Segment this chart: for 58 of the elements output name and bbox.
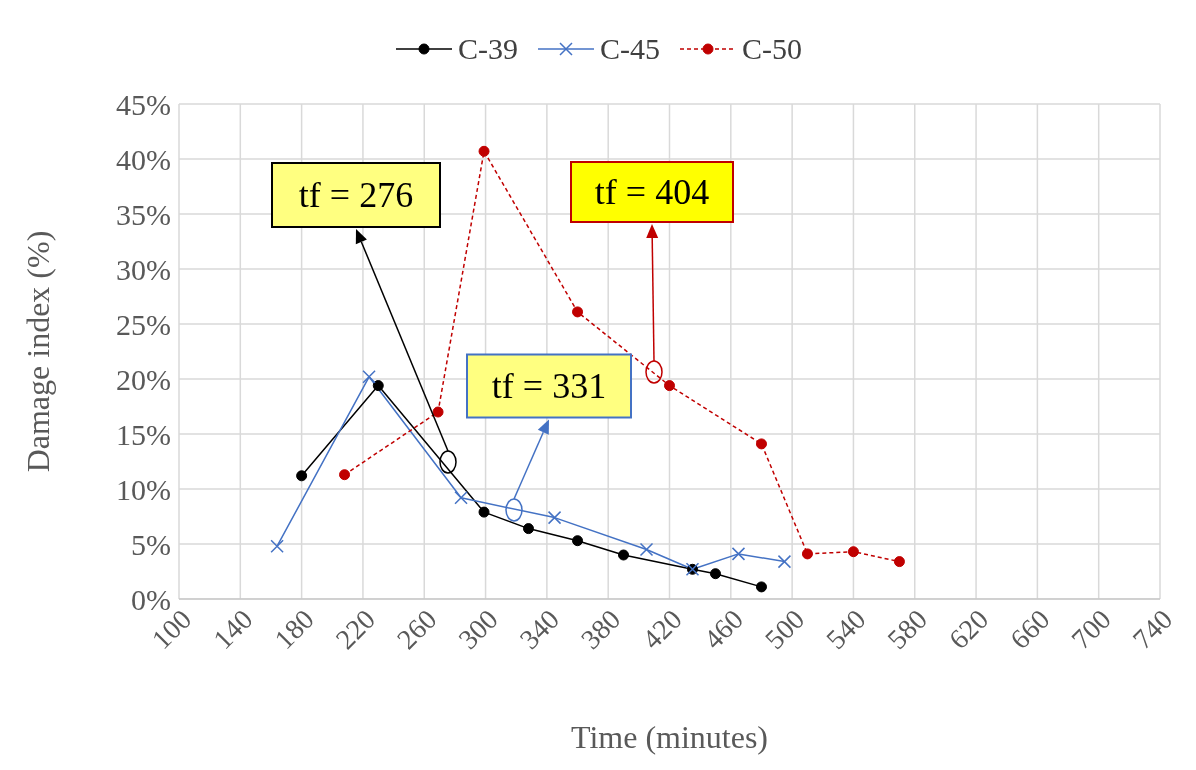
legend-label: C-39 — [458, 32, 518, 66]
x-tick-label: 540 — [820, 603, 872, 655]
y-tick-label: 45% — [116, 87, 171, 121]
annotation: tf = 331 — [491, 366, 607, 406]
annotation: tf = 276 — [298, 175, 414, 215]
y-tick-label: 0% — [131, 582, 171, 616]
point — [547, 510, 562, 525]
point — [618, 549, 630, 561]
x-tick-label: 300 — [452, 603, 504, 655]
x-tick-label: 660 — [1004, 603, 1056, 655]
point — [432, 406, 444, 418]
x-tick-label: 420 — [636, 603, 688, 655]
y-tick-label: 10% — [116, 472, 171, 506]
point — [572, 306, 584, 318]
y-tick-label: 20% — [116, 362, 171, 396]
point — [572, 535, 584, 547]
x-tick-label: 260 — [390, 603, 443, 655]
point — [709, 568, 721, 580]
y-tick-label: 35% — [116, 197, 171, 231]
x-tick-label: 620 — [942, 603, 995, 655]
point — [296, 470, 308, 482]
x-tick-label: 380 — [574, 603, 627, 655]
y-axis-title: Damage index (%) — [20, 230, 57, 473]
point — [664, 380, 675, 392]
point — [372, 380, 384, 392]
point — [478, 506, 490, 518]
point — [777, 554, 792, 569]
point — [755, 581, 767, 593]
point — [522, 523, 534, 535]
legend-label: C-50 — [742, 32, 802, 66]
point — [454, 491, 468, 505]
point — [847, 546, 859, 558]
y-tick-label: 40% — [116, 142, 171, 176]
point — [362, 370, 376, 384]
y-tick-label: 30% — [116, 252, 171, 286]
x-tick-label: 580 — [881, 603, 934, 655]
x-axis-title: Time (minutes) — [570, 719, 769, 755]
x-tick-label: 700 — [1065, 603, 1117, 655]
annotation: tf = 404 — [594, 172, 710, 212]
point — [478, 145, 490, 157]
point — [339, 469, 351, 481]
legend-label: C-45 — [600, 32, 660, 66]
point — [639, 542, 654, 557]
x-tick-label: 460 — [697, 603, 750, 655]
x-tick-label: 180 — [268, 603, 320, 655]
x-tick-label: 340 — [513, 603, 566, 655]
point — [801, 548, 813, 560]
point — [893, 556, 905, 568]
point — [270, 539, 284, 553]
point — [731, 547, 746, 561]
y-tick-label: 15% — [116, 417, 171, 451]
x-tick-label: 500 — [758, 603, 811, 655]
x-tick-label: 140 — [206, 603, 259, 655]
point — [755, 438, 767, 450]
x-tick-label: 740 — [1126, 603, 1179, 655]
y-tick-label: 25% — [116, 307, 171, 341]
x-tick-label: 220 — [329, 603, 382, 655]
y-tick-label: 5% — [131, 527, 171, 561]
